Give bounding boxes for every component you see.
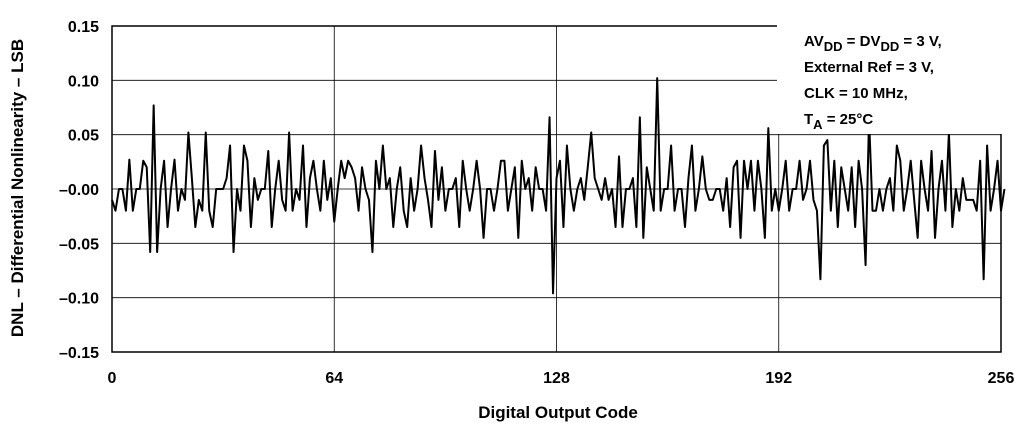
- annotation-line-ref: External Ref = 3 V,: [804, 59, 934, 76]
- annotation-box: AVDD = DVDD = 3 V, External Ref = 3 V, C…: [777, 22, 1002, 134]
- y-tick-label: –0.00: [59, 182, 99, 199]
- x-axis-title: Digital Output Code: [478, 403, 638, 422]
- annotation-line-temp: TA = 25°C: [804, 111, 873, 132]
- series-line-dnl: [111, 77, 1006, 295]
- y-tick-label: –0.10: [59, 291, 99, 308]
- annotation-line-supply: AVDD = DVDD = 3 V,: [804, 33, 942, 54]
- x-tick-label: 128: [543, 370, 570, 387]
- plot-frame: [111, 25, 1002, 353]
- y-tick-labels: 0.15 0.10 0.05 –0.00 –0.05 –0.10 –0.15: [59, 19, 99, 362]
- y-axis-title: DNL – Differential Nonlinearity – LSB: [8, 39, 27, 337]
- x-tick-label: 192: [765, 370, 792, 387]
- y-tick-label: 0.15: [68, 19, 99, 36]
- y-tick-label: 0.10: [68, 73, 99, 90]
- y-tick-label: 0.05: [68, 128, 99, 145]
- x-tick-label: 0: [108, 370, 117, 387]
- y-tick-label: –0.15: [59, 345, 99, 362]
- annotation-line-clk: CLK = 10 MHz,: [804, 85, 908, 102]
- y-tick-label: –0.05: [59, 236, 99, 253]
- x-tick-label: 64: [325, 370, 343, 387]
- x-tick-labels: 0 64 128 192 256: [108, 370, 1015, 387]
- x-tick-label: 256: [988, 370, 1015, 387]
